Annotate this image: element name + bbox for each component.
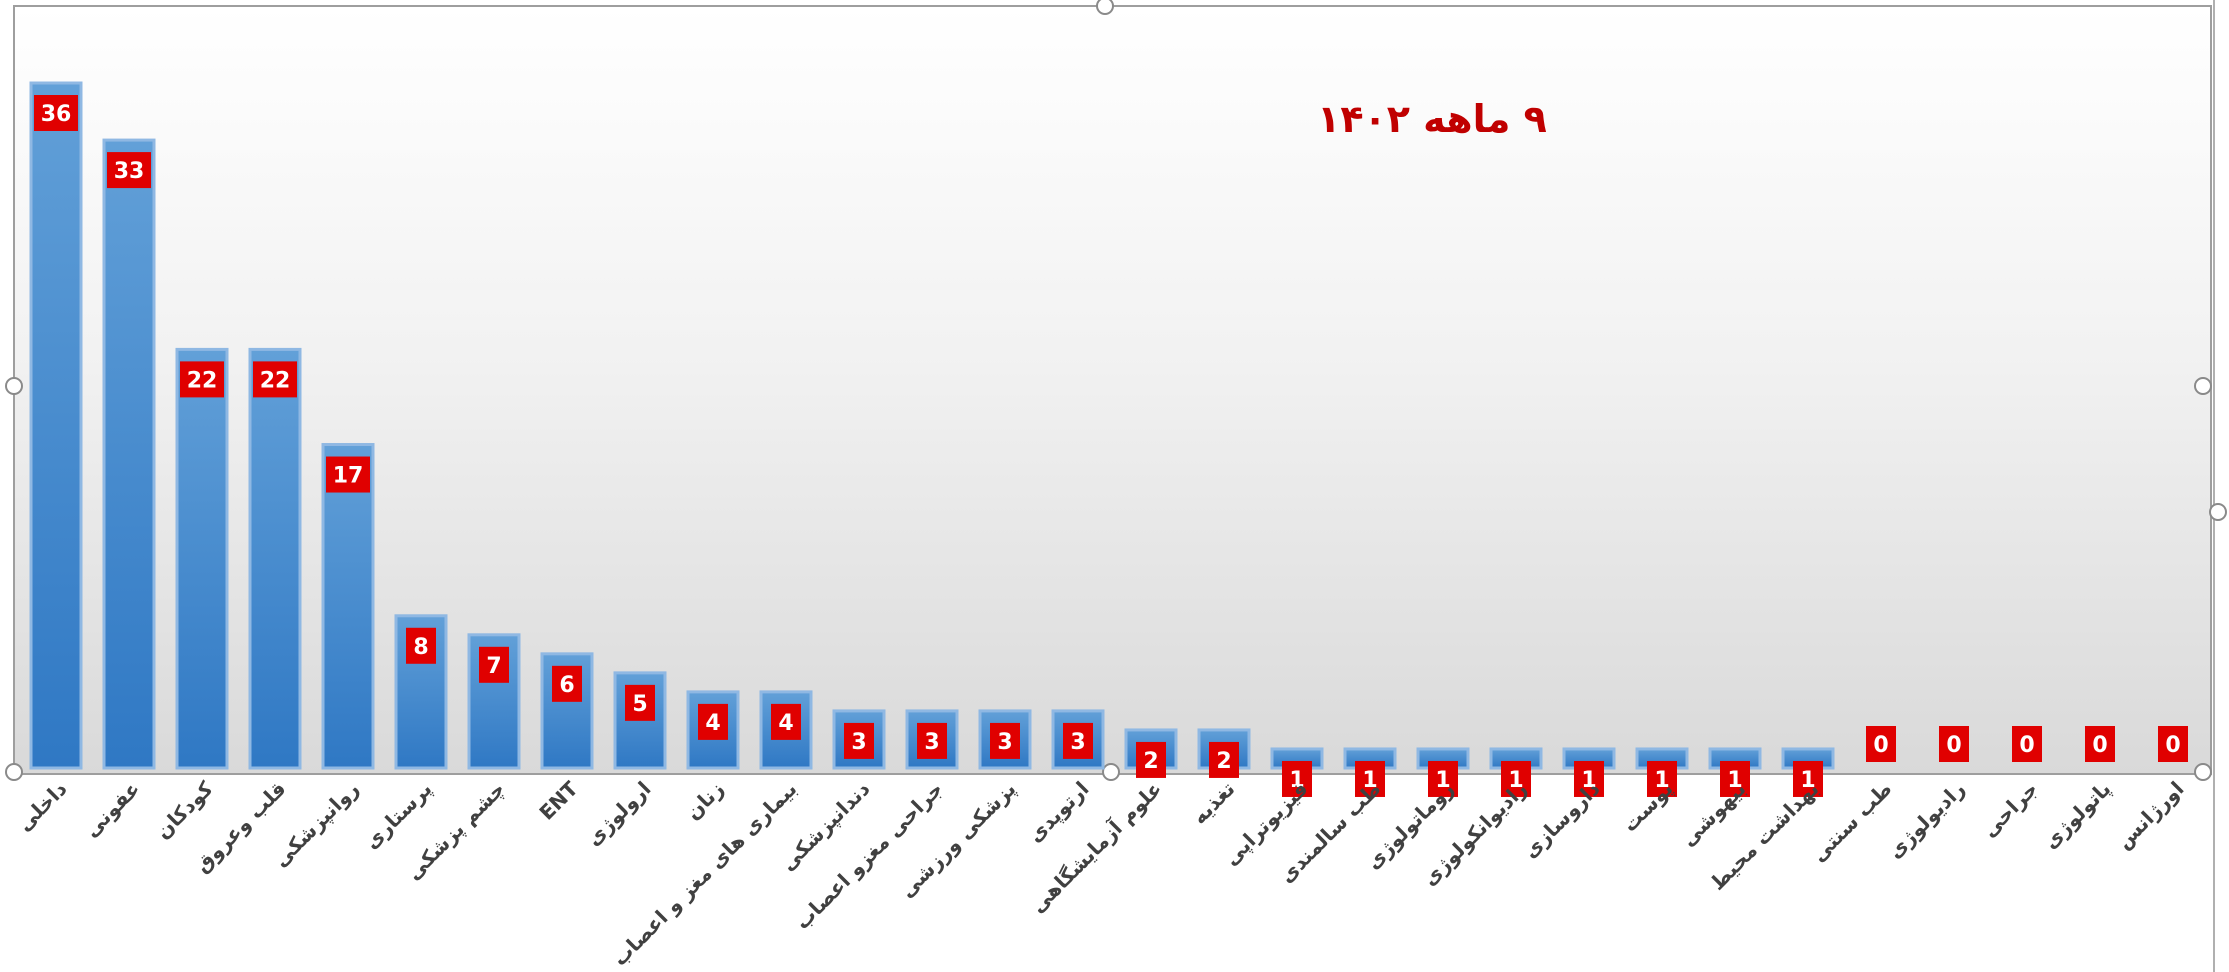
data-label: 7 xyxy=(486,654,501,679)
data-label: 33 xyxy=(114,159,145,184)
data-label-box xyxy=(107,152,151,189)
selection-handle-icon[interactable] xyxy=(1096,0,1114,15)
data-label: 0 xyxy=(1946,733,1961,758)
category-tick-label: ENT xyxy=(534,776,582,824)
bar[interactable] xyxy=(102,138,156,770)
data-label: 8 xyxy=(413,635,428,660)
data-label-box xyxy=(698,703,728,740)
data-label-box xyxy=(1282,760,1312,797)
data-label-box xyxy=(1355,760,1385,797)
data-label: 22 xyxy=(260,368,291,393)
data-label-box xyxy=(479,646,509,683)
data-label: 3 xyxy=(1070,730,1085,755)
data-label: 0 xyxy=(2165,733,2180,758)
bar[interactable] xyxy=(29,81,83,770)
bars-group xyxy=(29,81,1835,770)
data-label-box xyxy=(917,722,947,759)
selection-handle-icon[interactable] xyxy=(5,377,23,395)
selection-handle-icon[interactable] xyxy=(2209,503,2227,521)
data-label: 1 xyxy=(1654,768,1669,793)
bar[interactable] xyxy=(175,347,229,770)
data-label: 1 xyxy=(1581,768,1596,793)
data-label-box xyxy=(1866,726,1896,762)
data-label-box xyxy=(34,95,78,131)
selection-handle-icon[interactable] xyxy=(5,763,23,781)
data-label: 3 xyxy=(924,730,939,755)
data-label-box xyxy=(771,703,801,740)
data-label: 0 xyxy=(2092,733,2107,758)
data-label-box xyxy=(2012,726,2042,762)
plot-background xyxy=(14,6,2211,774)
data-label-box xyxy=(625,684,655,721)
selection-handle-icon[interactable] xyxy=(1102,763,1120,781)
data-label: 0 xyxy=(2019,733,2034,758)
category-tick-label: علوم آزمایشگاهی xyxy=(1025,776,1167,918)
chart-title: ۹ ماهه ۱۴۰۲ xyxy=(1317,97,1547,141)
data-label-box xyxy=(1574,760,1604,797)
data-label-box xyxy=(1647,760,1677,797)
category-tick-label: رادیولوژی xyxy=(1883,777,1970,864)
category-tick-label: داروسازی xyxy=(1518,777,1604,863)
selection-handle-icon[interactable] xyxy=(2194,377,2212,395)
data-label-box xyxy=(180,361,224,398)
category-tick-label: جراحی xyxy=(1977,777,2042,842)
category-tick-label: زنان xyxy=(681,777,729,825)
data-label-box xyxy=(406,627,436,664)
data-label: 3 xyxy=(851,730,866,755)
data-label-box xyxy=(1939,726,1969,762)
data-label: 1 xyxy=(1362,768,1377,793)
category-tick-label: بیهوشی xyxy=(1676,777,1750,851)
data-label-box xyxy=(1720,760,1750,797)
data-label: 1 xyxy=(1435,768,1450,793)
data-label-box xyxy=(1063,722,1093,759)
data-label: 2 xyxy=(1216,749,1231,774)
data-label: 36 xyxy=(41,102,72,127)
category-tick-label: پاتولوژی xyxy=(2038,777,2116,855)
data-label-box xyxy=(1136,741,1166,778)
data-label: 3 xyxy=(997,730,1012,755)
data-label-box xyxy=(2158,726,2188,762)
data-label-box xyxy=(552,665,582,702)
category-tick-label: تغذیه xyxy=(1187,777,1239,829)
data-label: 1 xyxy=(1727,768,1742,793)
category-tick-label: کودکان xyxy=(151,776,218,843)
data-label: 17 xyxy=(333,464,364,489)
data-label-box xyxy=(1428,760,1458,797)
selection-handle-icon[interactable] xyxy=(2194,763,2212,781)
bar[interactable] xyxy=(248,347,302,770)
data-label-box xyxy=(253,361,297,398)
data-label-box xyxy=(844,722,874,759)
category-tick-label: ارتوپدی xyxy=(1023,777,1094,848)
data-label: 1 xyxy=(1800,768,1815,793)
category-tick-label: داخلی xyxy=(12,777,71,836)
category-tick-label: اورژانس xyxy=(2111,777,2188,854)
data-label: 1 xyxy=(1289,768,1304,793)
data-label-box xyxy=(1793,760,1823,797)
data-label: 4 xyxy=(705,711,720,736)
data-label: 5 xyxy=(632,692,647,717)
data-label-box xyxy=(1209,741,1239,778)
data-label-box xyxy=(2085,726,2115,762)
data-label: 6 xyxy=(559,673,574,698)
category-tick-label: عفونی xyxy=(79,777,144,842)
data-label-box xyxy=(990,722,1020,759)
data-label: 1 xyxy=(1508,768,1523,793)
data-label: 0 xyxy=(1873,733,1888,758)
bar[interactable] xyxy=(321,443,375,770)
data-label-box xyxy=(326,456,370,493)
data-label: 22 xyxy=(187,368,218,393)
data-label: 4 xyxy=(778,711,793,736)
category-tick-label: ارولوژی xyxy=(581,777,655,851)
data-label: 2 xyxy=(1143,749,1158,774)
data-label-box xyxy=(1501,760,1531,797)
